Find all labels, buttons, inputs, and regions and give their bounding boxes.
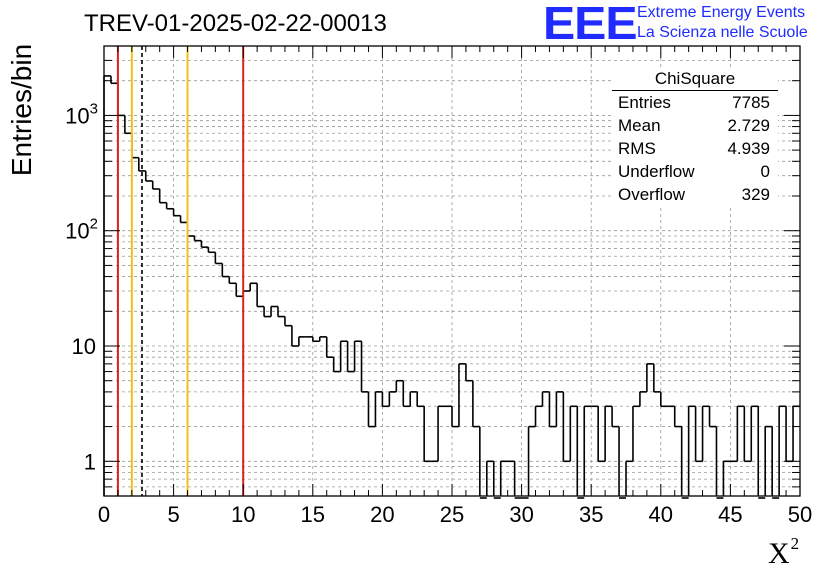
x-axis-label: X2 bbox=[768, 534, 799, 571]
x-tick-label: 25 bbox=[440, 502, 464, 527]
stats-row-overflow: Overflow 329 bbox=[612, 183, 778, 206]
stats-row-underflow: Underflow 0 bbox=[612, 160, 778, 183]
stats-box: ChiSquare Entries 7785 Mean 2.729 RMS 4.… bbox=[612, 68, 778, 206]
eee-logo: EEE bbox=[543, 0, 638, 49]
tick-labels: 0 5 10 15 20 25 30 35 40 45 50 1 10 102 103 bbox=[65, 100, 812, 527]
stats-label: Entries bbox=[618, 93, 671, 112]
stats-value: 329 bbox=[741, 185, 770, 204]
stats-row-rms: RMS 4.939 bbox=[612, 137, 778, 160]
stats-row-entries: Entries 7785 bbox=[612, 91, 778, 114]
stats-title: ChiSquare bbox=[612, 68, 778, 91]
x-tick-label: 5 bbox=[167, 502, 179, 527]
stats-label: Underflow bbox=[618, 162, 695, 181]
stats-value: 2.729 bbox=[727, 116, 770, 135]
stats-value: 4.939 bbox=[727, 139, 770, 158]
y-tick-label: 10 bbox=[72, 334, 96, 359]
x-axis-label-superscript: 2 bbox=[790, 534, 800, 553]
reference-lines bbox=[116, 46, 245, 496]
stats-value: 0 bbox=[760, 162, 770, 181]
x-tick-label: 50 bbox=[788, 502, 812, 527]
stats-label: Overflow bbox=[618, 185, 686, 204]
logo-line-2: La Scienza nelle Scuole bbox=[637, 24, 808, 41]
y-tick-label: 102 bbox=[65, 216, 98, 244]
stats-row-mean: Mean 2.729 bbox=[612, 114, 778, 137]
stats-label: Mean bbox=[618, 116, 661, 135]
y-tick-label: 103 bbox=[65, 100, 98, 128]
x-tick-label: 30 bbox=[509, 502, 533, 527]
x-tick-label: 20 bbox=[370, 502, 394, 527]
y-axis-label: Entries/bin bbox=[6, 43, 37, 177]
x-tick-label: 45 bbox=[718, 502, 742, 527]
histogram bbox=[103, 75, 800, 499]
stats-value: 7785 bbox=[732, 93, 770, 112]
x-tick-label: 35 bbox=[579, 502, 603, 527]
x-tick-label: 0 bbox=[98, 502, 110, 527]
x-axis-label-base: X bbox=[768, 537, 790, 570]
logo-line-1: Extreme Energy Events bbox=[637, 4, 806, 21]
y-tick-label: 1 bbox=[84, 449, 96, 474]
chart-title: TREV-01-2025-02-22-00013 bbox=[84, 10, 387, 37]
x-tick-label: 15 bbox=[301, 502, 325, 527]
x-tick-label: 10 bbox=[231, 502, 255, 527]
stats-label: RMS bbox=[618, 139, 656, 158]
axis-ticks bbox=[103, 45, 801, 497]
x-tick-label: 40 bbox=[649, 502, 673, 527]
